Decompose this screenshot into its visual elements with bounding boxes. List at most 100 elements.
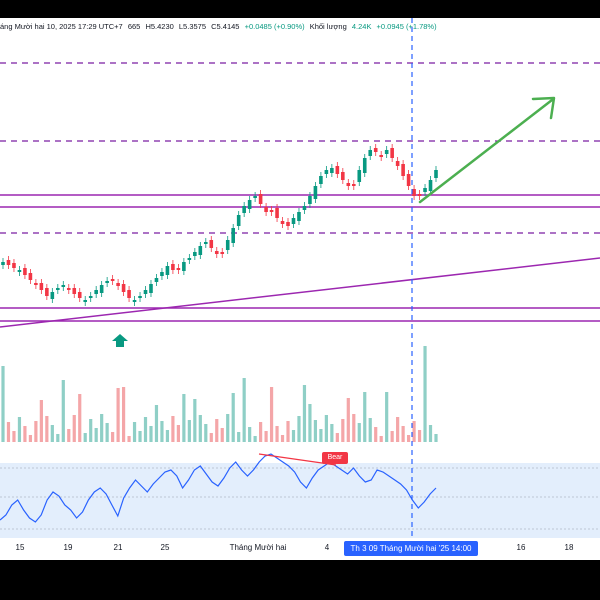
- time-axis[interactable]: 15 19 21 25 Tháng Mười hai 4 16 18 Th 3 …: [0, 538, 600, 560]
- candle-body: [149, 284, 153, 293]
- legend-date: áng Mười hai 10, 2025 17:29 UTC+7: [0, 22, 123, 31]
- candle-body: [209, 240, 214, 248]
- volume-bar: [330, 424, 334, 442]
- volume-bar: [291, 430, 296, 442]
- candle-body: [61, 285, 66, 287]
- legend-open: 665: [127, 22, 141, 31]
- volume-bar: [275, 426, 279, 442]
- time-tick: 16: [516, 543, 526, 552]
- candle-body: [319, 176, 323, 184]
- volume-bar: [231, 393, 235, 442]
- candle-body: [127, 290, 131, 298]
- volume-bar: [396, 417, 400, 442]
- volume-bar: [34, 421, 38, 442]
- crosshair-time-label: Th 3 09 Tháng Mười hai '25 14:00: [344, 541, 478, 556]
- volume-bar: [248, 427, 252, 442]
- candle-body: [66, 288, 71, 290]
- candle-body: [138, 296, 142, 298]
- candlesticks: [1, 144, 438, 306]
- candle-body: [165, 266, 170, 275]
- volume-bar: [423, 346, 427, 442]
- volume-bar: [259, 422, 263, 442]
- candle-body: [12, 263, 16, 268]
- candle-body: [176, 268, 181, 270]
- rsi-line: [0, 453, 437, 523]
- volume-bar: [182, 394, 186, 442]
- candle-body: [428, 180, 433, 191]
- candle-body: [121, 284, 126, 292]
- candle-body: [390, 148, 394, 158]
- candle-body: [132, 300, 137, 302]
- volume-bars: [1, 346, 438, 442]
- price-chart[interactable]: [0, 0, 600, 560]
- volume-bar: [401, 426, 405, 442]
- candle-body: [105, 281, 109, 283]
- candle-body: [313, 186, 318, 199]
- candle-body: [417, 194, 422, 196]
- volume-bar: [434, 434, 438, 442]
- volume-bar: [171, 416, 175, 442]
- candle-body: [39, 283, 44, 290]
- volume-bar: [138, 431, 142, 442]
- candle-body: [286, 222, 290, 226]
- volume-bar: [127, 436, 131, 442]
- candle-body: [171, 264, 175, 270]
- candle-body: [253, 196, 257, 198]
- volume-bar: [39, 400, 43, 442]
- volume-bar: [111, 432, 115, 442]
- volume-bar: [67, 429, 71, 442]
- candle-body: [346, 183, 351, 186]
- rising-trendline[interactable]: [0, 257, 600, 328]
- volume-bar: [28, 435, 33, 442]
- volume-bar: [319, 429, 323, 442]
- volume-bar: [341, 419, 345, 442]
- volume-bar: [390, 431, 394, 442]
- legend-low: L5.3575: [178, 22, 207, 31]
- candle-body: [434, 170, 438, 178]
- target-arrow-icon[interactable]: [418, 96, 556, 204]
- volume-bar: [237, 432, 241, 442]
- volume-bar: [78, 394, 82, 442]
- candle-body: [110, 279, 115, 281]
- volume-bar: [379, 436, 383, 442]
- volume-bar: [23, 426, 27, 442]
- candle-body: [297, 212, 301, 221]
- candle-body: [412, 189, 416, 196]
- volume-bar: [253, 436, 257, 442]
- candle-body: [324, 170, 329, 174]
- time-tick: Tháng Mười hai: [229, 543, 287, 552]
- candle-body: [1, 262, 5, 265]
- volume-bar: [17, 417, 22, 442]
- candle-body: [198, 246, 203, 255]
- volume-bar: [264, 431, 268, 442]
- candle-body: [50, 292, 55, 299]
- time-tick: 21: [113, 543, 123, 552]
- volume-bar: [308, 404, 312, 442]
- volume-bar: [198, 415, 202, 442]
- candle-body: [77, 292, 82, 298]
- legend-change: +0.0485 (+0.90%): [244, 22, 305, 31]
- volume-bar: [121, 387, 126, 442]
- volume-bar: [406, 435, 411, 442]
- volume-bar: [61, 380, 65, 442]
- candle-body: [258, 194, 263, 204]
- volume-bar: [94, 428, 98, 442]
- volume-bar: [269, 387, 274, 442]
- candle-body: [247, 200, 252, 209]
- candle-body: [45, 288, 49, 296]
- legend-volume-value: 4.24K: [351, 22, 372, 31]
- volume-bar: [143, 417, 148, 442]
- volume-bar: [280, 435, 285, 442]
- volume-bar: [6, 422, 11, 442]
- time-tick: 4: [324, 543, 330, 552]
- candle-body: [362, 158, 367, 173]
- candle-body: [231, 228, 236, 243]
- legend-volume-label: Khối lượng: [309, 22, 347, 31]
- volume-bar: [56, 434, 60, 442]
- candle-body: [401, 164, 405, 176]
- volume-bar: [374, 427, 378, 442]
- volume-bar: [220, 428, 224, 442]
- candle-body: [99, 285, 104, 293]
- volume-bar: [12, 431, 16, 442]
- rsi-bear-tag: Bear: [322, 452, 348, 464]
